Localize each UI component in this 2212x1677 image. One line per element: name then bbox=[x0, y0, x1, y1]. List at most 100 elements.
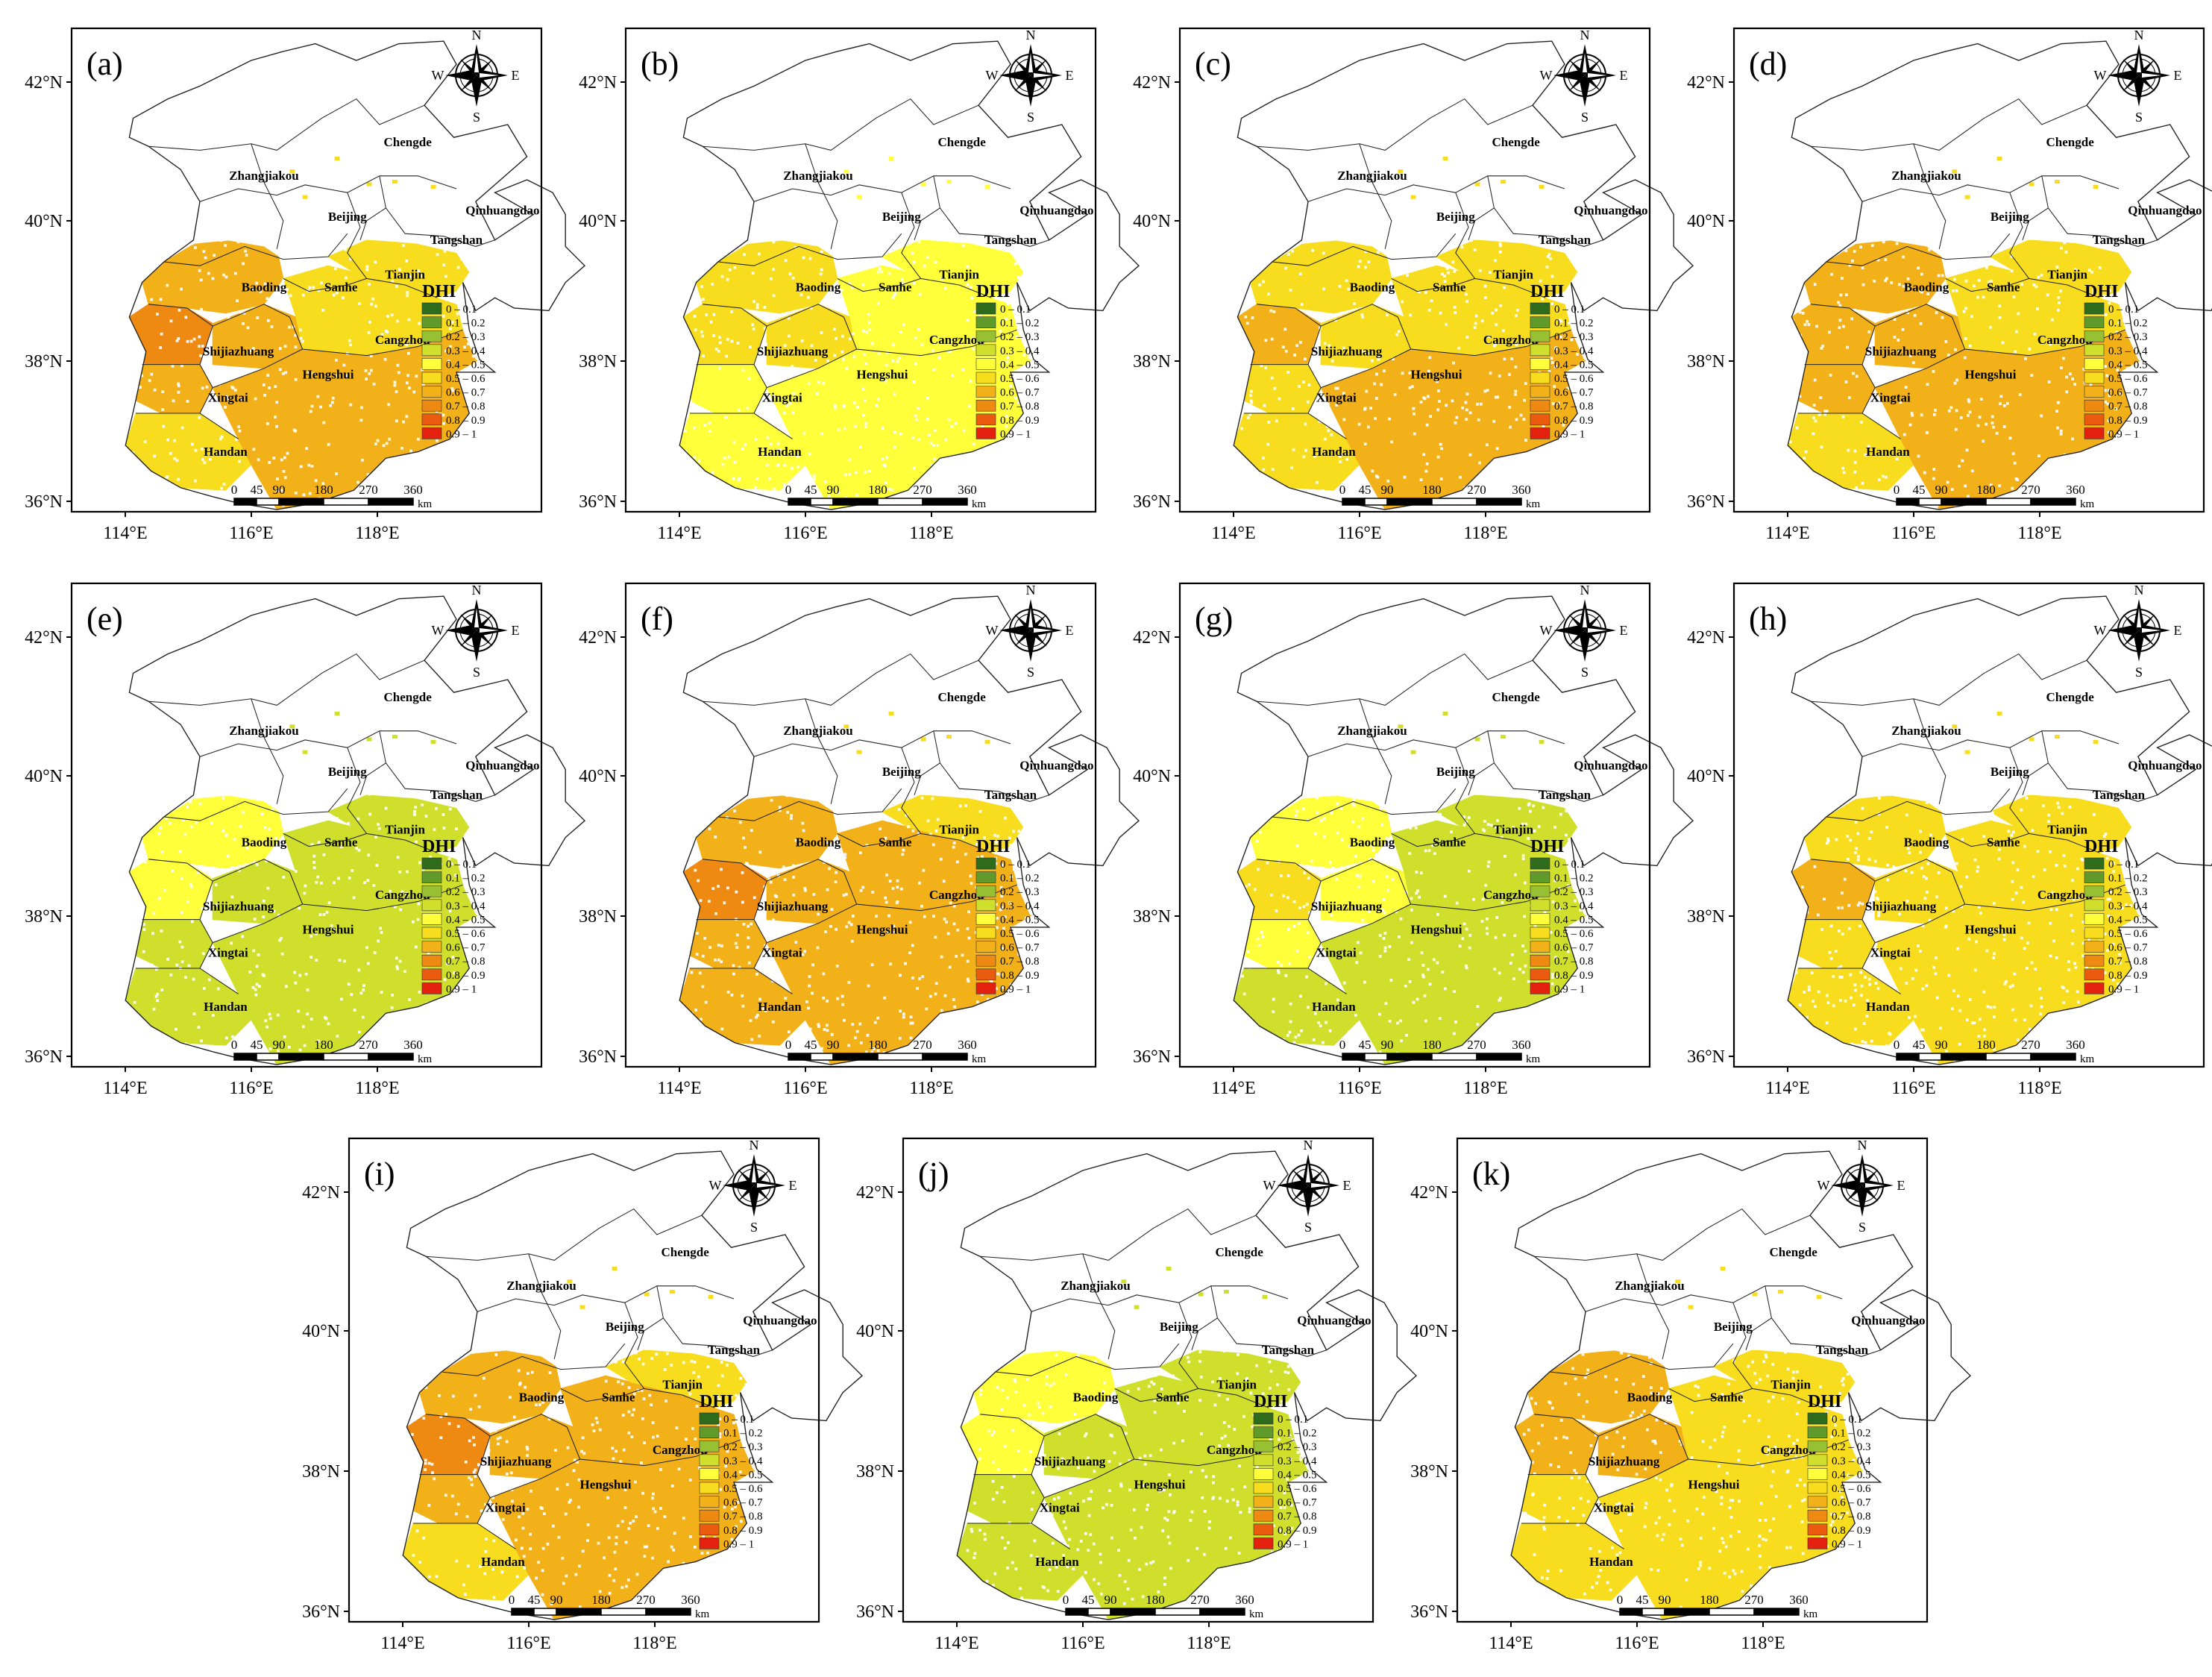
city-label: Tangshan bbox=[430, 233, 483, 247]
region-map bbox=[956, 1150, 1418, 1620]
city-label: Cangzhou bbox=[375, 333, 430, 347]
legend-swatch bbox=[975, 316, 996, 328]
dhi-sparse-patches bbox=[1398, 712, 1545, 754]
lon-label: 114°E bbox=[1211, 524, 1255, 543]
legend-label: 0.7 – 0.8 bbox=[1000, 956, 1040, 968]
scale-tick: 360 bbox=[403, 483, 423, 497]
legend-swatch bbox=[421, 330, 442, 342]
city-label: Qinhuangdao bbox=[2128, 203, 2202, 217]
prefecture-boundary bbox=[477, 1435, 580, 1499]
legend-swatch bbox=[975, 358, 996, 370]
prefecture-boundary bbox=[1745, 1317, 1772, 1350]
city-label: Sanhe bbox=[1433, 836, 1466, 850]
prefecture-boundary bbox=[1811, 653, 2087, 706]
scale-unit: km bbox=[2080, 498, 2095, 510]
scale-tick: 45 bbox=[805, 483, 817, 497]
legend-label: 0.7 – 0.8 bbox=[2108, 956, 2148, 968]
city-label: Sanhe bbox=[324, 280, 358, 295]
legend-label: 0.2 – 0.3 bbox=[723, 1441, 763, 1453]
legend-label: 0.9 – 1 bbox=[1278, 1538, 1308, 1550]
legend-swatch bbox=[2084, 954, 2105, 967]
map-panel-b: Chengde Zhangjiakou Beijing Qinhuangdao Tang… bbox=[554, 0, 1140, 555]
legend-swatch bbox=[2084, 899, 2105, 912]
legend-swatch bbox=[699, 1412, 720, 1425]
compass-e: E bbox=[1066, 623, 1074, 638]
map-panel-a: Chengde Zhangjiakou Beijing Qinhuangdao Tang… bbox=[0, 0, 586, 555]
map-frame bbox=[70, 582, 543, 1068]
compass-n: N bbox=[472, 28, 482, 43]
prefecture-boundary bbox=[2009, 747, 2100, 853]
legend-swatch bbox=[975, 885, 996, 897]
compass-w: W bbox=[432, 623, 444, 638]
prefecture-boundary bbox=[1391, 833, 1475, 847]
scale-tick: 0 bbox=[785, 483, 792, 497]
prefecture-boundary bbox=[199, 942, 213, 969]
city-label: Handan bbox=[481, 1555, 525, 1569]
lat-label: 40°N bbox=[1133, 212, 1171, 231]
legend-swatch bbox=[421, 399, 442, 412]
compass-s: S bbox=[1304, 1220, 1312, 1235]
legend-label: 0.6 – 0.7 bbox=[1832, 1497, 1871, 1509]
lon-label: 116°E bbox=[506, 1634, 550, 1653]
scale-tick: 0 bbox=[231, 483, 238, 497]
city-label: Chengde bbox=[2046, 690, 2095, 704]
compass-rose-icon: N S E W bbox=[986, 583, 1074, 680]
compass-w: W bbox=[986, 68, 999, 83]
city-label: Hengshui bbox=[303, 368, 354, 382]
legend-label: 0.5 – 0.6 bbox=[1000, 928, 1040, 940]
legend-label: 0.9 – 1 bbox=[446, 983, 477, 995]
scale-tick: 90 bbox=[1381, 1038, 1394, 1052]
prefecture-boundary bbox=[1861, 175, 2120, 202]
compass-e: E bbox=[512, 623, 520, 638]
region-map bbox=[1787, 40, 2212, 510]
lon-label: 114°E bbox=[1765, 1079, 1809, 1098]
city-label: Zhangjiakou bbox=[1061, 1279, 1131, 1293]
compass-e: E bbox=[789, 1178, 797, 1193]
legend-label: 0.3 – 0.4 bbox=[1554, 345, 1594, 357]
scale-tick: 45 bbox=[1359, 483, 1371, 497]
scale-tick: 270 bbox=[1744, 1593, 1764, 1607]
map-frame bbox=[348, 1137, 820, 1623]
lat-label: 38°N bbox=[1410, 1462, 1448, 1482]
compass-s: S bbox=[1581, 110, 1589, 125]
scale-tick: 0 bbox=[231, 1038, 238, 1052]
legend-swatch bbox=[2084, 885, 2105, 897]
prefecture-boundary bbox=[753, 730, 1011, 757]
city-label: Zhangjiakou bbox=[1891, 169, 1961, 183]
scale-tick: 270 bbox=[2021, 483, 2040, 497]
scale-tick: 45 bbox=[1636, 1593, 1649, 1607]
city-label: Qinhuangdao bbox=[1574, 758, 1647, 772]
region-map bbox=[1233, 595, 1694, 1065]
lat-label: 40°N bbox=[1133, 767, 1171, 786]
legend-label: 0.5 – 0.6 bbox=[446, 928, 486, 940]
city-label: Qinhuangdao bbox=[465, 203, 539, 217]
prefecture-boundary bbox=[1468, 207, 1495, 240]
city-label: Shijiazhuang bbox=[203, 345, 274, 359]
city-label: Hengshui bbox=[857, 923, 908, 937]
city-label: Tangshan bbox=[1539, 233, 1592, 247]
lon-label: 118°E bbox=[1741, 1634, 1785, 1653]
map-svg: Chengde Zhangjiakou Beijing Qinhuangdao Tang… bbox=[579, 27, 1140, 543]
legend-swatch bbox=[1530, 941, 1550, 953]
dhi-sparse-patches bbox=[1121, 1267, 1268, 1309]
legend-label: 0 – 0.1 bbox=[2108, 859, 2139, 871]
city-label: Cangzhou bbox=[1483, 333, 1539, 347]
city-label: Hengshui bbox=[1965, 368, 2017, 382]
prefecture-boundary bbox=[933, 730, 1049, 802]
scale-tick: 180 bbox=[1422, 1038, 1442, 1052]
city-label: Hengshui bbox=[303, 923, 354, 937]
panel-label: (d) bbox=[1749, 46, 1787, 82]
prefecture-boundary bbox=[2022, 207, 2049, 240]
prefecture-boundary bbox=[359, 762, 386, 795]
legend-swatch bbox=[1530, 302, 1550, 315]
city-label: Handan bbox=[204, 445, 248, 459]
scale-unit: km bbox=[972, 1053, 987, 1065]
prefecture-boundary bbox=[914, 762, 940, 795]
lon-label: 114°E bbox=[1211, 1079, 1255, 1098]
legend-swatch bbox=[421, 913, 442, 925]
scale-unit: km bbox=[1526, 498, 1541, 510]
legend-label: 0 – 0.1 bbox=[1000, 859, 1031, 871]
city-label: Beijing bbox=[1160, 1320, 1198, 1334]
